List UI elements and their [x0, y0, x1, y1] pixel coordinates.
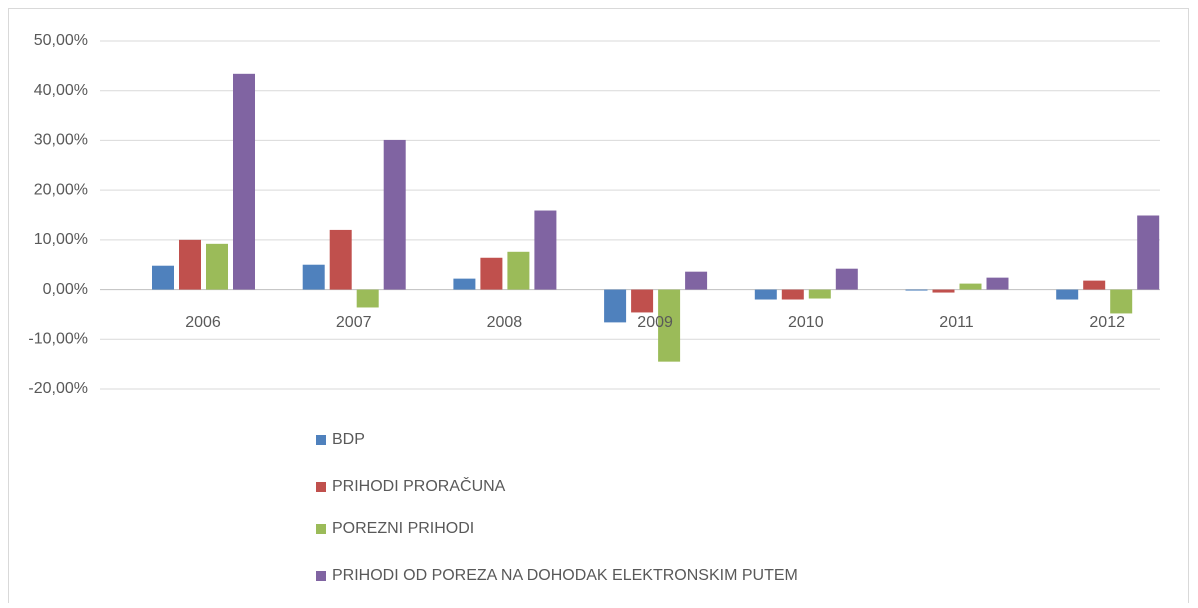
y-tick-label: 30,00%	[34, 132, 88, 149]
y-tick-label: 0,00%	[43, 281, 88, 298]
bar	[685, 271, 708, 290]
bar	[959, 283, 982, 290]
bar	[986, 277, 1009, 290]
bar	[808, 289, 831, 299]
bar	[631, 289, 654, 313]
bar	[507, 251, 530, 290]
bar	[383, 139, 406, 290]
bar	[329, 229, 352, 290]
y-tick-label: 50,00%	[34, 32, 88, 49]
bar	[152, 265, 174, 290]
bar	[754, 289, 777, 300]
y-tick-label: 20,00%	[34, 181, 88, 198]
legend-swatch	[316, 524, 326, 534]
bar	[835, 268, 858, 290]
bar	[1110, 289, 1133, 314]
x-tick-label: 2009	[637, 314, 673, 331]
legend-label: PRIHODI PRORAČUNA	[332, 476, 506, 495]
bar	[206, 243, 228, 290]
legend-label: BDP	[332, 431, 365, 448]
chart-border	[8, 8, 1189, 608]
bar	[480, 257, 503, 290]
bar	[1083, 280, 1106, 290]
bar	[1137, 215, 1160, 290]
bar	[905, 289, 928, 291]
bar	[233, 73, 255, 290]
y-tick-label: -20,00%	[28, 380, 88, 397]
y-tick-label: -10,00%	[28, 331, 88, 348]
bar	[179, 239, 201, 290]
legend-swatch	[316, 482, 326, 492]
x-tick-label: 2010	[788, 314, 824, 331]
bar	[356, 289, 379, 308]
bar	[1056, 289, 1079, 300]
bar	[932, 289, 955, 293]
x-tick-label: 2012	[1089, 314, 1125, 331]
y-tick-label: 10,00%	[34, 231, 88, 248]
legend-swatch	[316, 571, 326, 581]
bar	[604, 289, 627, 323]
legend-swatch	[316, 435, 326, 445]
y-tick-label: 40,00%	[34, 82, 88, 99]
x-tick-label: 2006	[185, 314, 221, 331]
bar	[534, 210, 557, 290]
x-tick-label: 2007	[336, 314, 372, 331]
bar	[302, 264, 325, 290]
bar	[658, 289, 681, 362]
legend-label: PRIHODI OD POREZA NA DOHODAK ELEKTRONSKI…	[332, 567, 798, 584]
legend-label: POREZNI PRIHODI	[332, 520, 474, 537]
bar	[453, 278, 476, 290]
bar	[781, 289, 804, 300]
x-tick-label: 2008	[487, 314, 523, 331]
x-tick-label: 2011	[939, 314, 974, 331]
